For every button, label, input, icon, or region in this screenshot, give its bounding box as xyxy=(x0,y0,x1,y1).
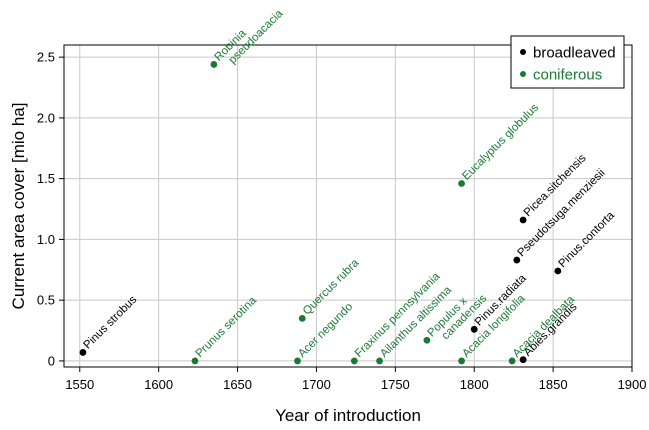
x-tick-label: 1550 xyxy=(65,377,94,392)
point-label-text: Prunus serotina xyxy=(194,294,260,360)
x-tick-label: 1750 xyxy=(381,377,410,392)
data-point xyxy=(470,325,478,333)
data-point xyxy=(458,357,465,365)
point-label-text: Pinus strobus xyxy=(82,294,140,352)
y-tick-label: 2.5 xyxy=(37,50,55,65)
point-label-line: Picea.sitchensis xyxy=(522,152,589,219)
y-tick-label: 0.5 xyxy=(37,293,55,308)
x-tick-label: 1800 xyxy=(460,377,489,392)
point-label-text: Robiniapseudoacacia xyxy=(213,0,286,72)
x-tick-label: 1850 xyxy=(539,377,568,392)
point-label: Abies.grandis xyxy=(522,301,580,359)
data-point xyxy=(513,256,521,264)
data-point xyxy=(79,349,87,356)
x-tick-label: 1700 xyxy=(302,377,331,392)
x-axis-title: Year of introduction xyxy=(275,406,421,425)
point-label-text: Picea.sitchensis xyxy=(522,152,589,219)
data-point xyxy=(350,357,358,365)
legend-box xyxy=(510,35,625,89)
y-tick-label: 1.0 xyxy=(37,232,55,247)
x-tick-label: 1600 xyxy=(144,377,173,392)
data-point xyxy=(298,314,306,322)
y-axis-title: Current area cover [mio ha] xyxy=(9,103,28,310)
data-point xyxy=(210,61,218,68)
legend-label-coniferous: coniferous xyxy=(533,67,602,84)
point-label: Picea.sitchensis xyxy=(522,152,589,219)
data-point xyxy=(519,216,527,224)
data-point xyxy=(508,357,516,365)
point-label-line: Eucalyptus globulus xyxy=(460,102,541,183)
data-point xyxy=(458,180,465,187)
legend-label-broadleaved: broadleaved xyxy=(533,45,616,62)
point-label-line: Abies.grandis xyxy=(522,301,580,359)
data-point xyxy=(294,357,301,365)
data-point xyxy=(554,267,562,275)
point-label: Eucalyptus globulus xyxy=(460,102,541,183)
data-point xyxy=(519,356,527,364)
legend-marker-broadleaved xyxy=(520,49,526,55)
point-label-line: Prunus serotina xyxy=(194,294,260,360)
data-point xyxy=(423,336,431,344)
plot-frame xyxy=(63,44,633,368)
legend-marker-coniferous xyxy=(520,71,526,77)
point-label-text: Abies.grandis xyxy=(522,301,580,359)
x-tick-label: 1650 xyxy=(223,377,252,392)
legend: broadleaved coniferous xyxy=(510,35,625,89)
point-label-line: Pinus strobus xyxy=(82,294,140,352)
y-tick-label: 0 xyxy=(48,353,55,368)
point-label: Robiniapseudoacacia xyxy=(213,0,286,72)
point-label: Prunus serotina xyxy=(194,294,260,360)
x-tick-label: 1900 xyxy=(618,377,647,392)
data-points xyxy=(79,61,562,365)
data-point xyxy=(191,357,199,365)
point-label-text: Eucalyptus globulus xyxy=(460,102,541,183)
point-label: Pinus strobus xyxy=(82,294,140,352)
y-tick-label: 2.0 xyxy=(37,110,55,125)
axis-ticks: 1550 1600 1650 1700 1750 1800 1850 1900 0 0.5 1.0 1… xyxy=(37,50,647,392)
data-point xyxy=(376,357,383,365)
y-tick-label: 1.5 xyxy=(37,171,55,186)
